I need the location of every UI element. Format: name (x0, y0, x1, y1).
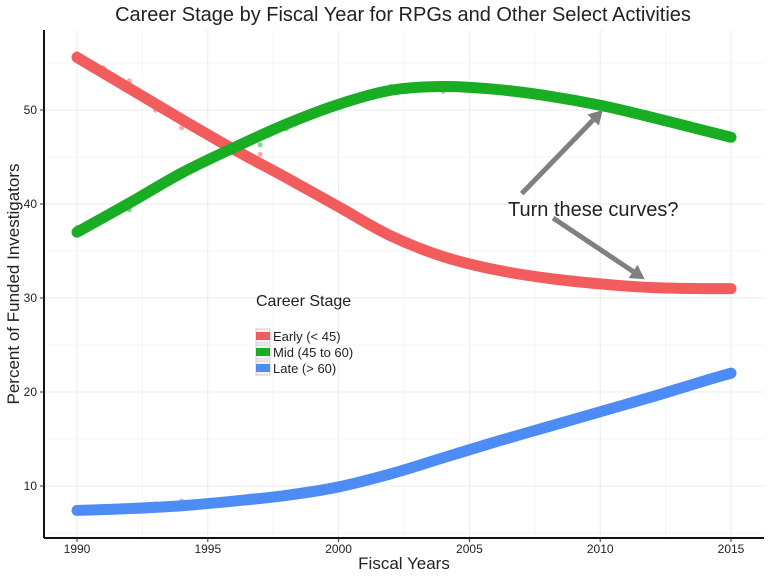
y-tick-label: 20 (24, 385, 38, 399)
annotation-text: Turn these curves? (508, 199, 678, 221)
y-tick-label: 50 (24, 103, 38, 117)
series-line-1 (71, 51, 737, 295)
annotation-arrow-shaft-1 (519, 118, 595, 196)
x-tick-label: 1995 (194, 542, 221, 556)
ticks: 1990 1995 2000 2005 2010 2015 10 20 30 40 50 (24, 103, 745, 556)
legend-title: Career Stage (256, 293, 351, 310)
legend-label: Mid (45 to 60) (273, 345, 353, 360)
annotation-arrow-head-2 (628, 264, 645, 280)
series-line-2 (71, 80, 737, 238)
annotation-arrow-head-1 (587, 110, 603, 126)
x-tick-label: 2005 (456, 542, 483, 556)
series-lines (71, 51, 737, 516)
series-line-3 (71, 367, 737, 516)
legend-label: Late (> 60) (273, 361, 336, 376)
axes (43, 30, 764, 539)
x-tick-label: 2010 (587, 542, 614, 556)
x-tick-label: 1990 (64, 542, 91, 556)
x-tick-label: 2000 (325, 542, 352, 556)
annotation: Turn these curves? (508, 110, 679, 280)
annotation-arrow-shaft-2 (551, 216, 635, 274)
legend: Career Stage Early (< 45)Mid (45 to 60)L… (255, 293, 353, 376)
legend-swatch (256, 332, 270, 340)
y-tick-label: 30 (24, 291, 38, 305)
y-tick-label: 40 (24, 197, 38, 211)
data-point (257, 151, 263, 157)
legend-swatch (256, 364, 270, 372)
legend-swatch (256, 348, 270, 356)
data-point (257, 142, 263, 148)
x-tick-label: 2015 (718, 542, 745, 556)
chart-title: Career Stage by Fiscal Year for RPGs and… (115, 4, 691, 26)
legend-label: Early (< 45) (273, 329, 341, 344)
data-point (179, 125, 185, 131)
y-axis-label: Percent of Funded Investigators (4, 164, 23, 405)
x-axis-label: Fiscal Years (358, 554, 450, 573)
y-tick-label: 10 (24, 479, 38, 493)
